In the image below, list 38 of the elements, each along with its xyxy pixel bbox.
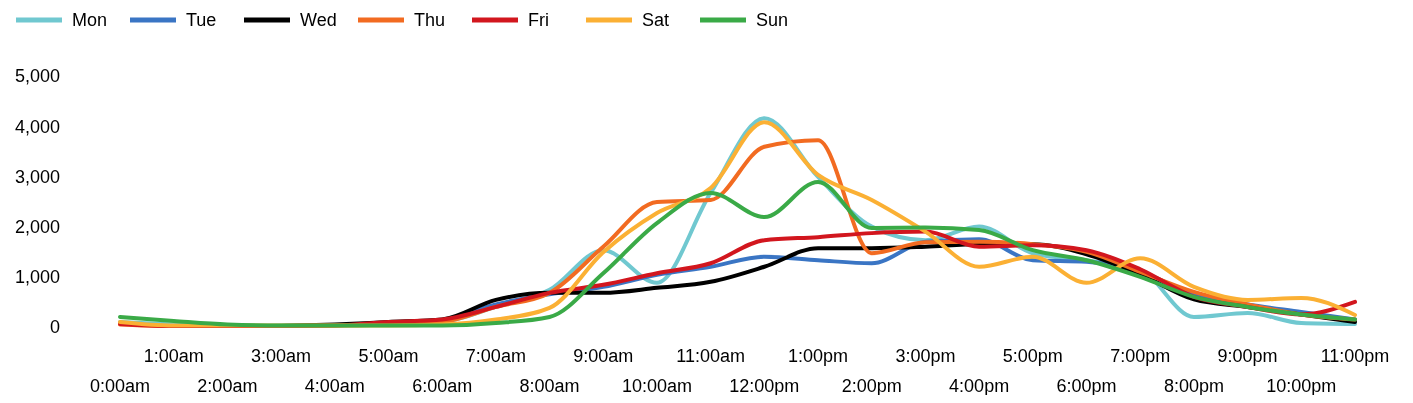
y-tick-label: 5,000 bbox=[14, 66, 60, 87]
x-tick-label: 5:00am bbox=[358, 346, 419, 366]
x-tick-label: 10:00pm bbox=[1266, 376, 1337, 396]
y-tick-label: 3,000 bbox=[14, 166, 60, 187]
x-tick-label: 6:00am bbox=[412, 376, 473, 396]
legend-label: Fri bbox=[528, 10, 549, 30]
x-tick-label: 11:00am bbox=[676, 346, 746, 366]
y-tick-label: 1,000 bbox=[14, 267, 60, 288]
x-tick-label: 8:00am bbox=[519, 376, 580, 396]
x-tick-label: 7:00am bbox=[465, 346, 526, 366]
x-tick-label: 2:00am bbox=[197, 376, 258, 396]
x-tick-label: 2:00pm bbox=[841, 376, 902, 396]
x-tick-label: 6:00pm bbox=[1056, 376, 1117, 396]
legend-label: Sun bbox=[756, 10, 789, 30]
y-tick-label: 2,000 bbox=[14, 216, 60, 237]
x-tick-label: 8:00pm bbox=[1163, 376, 1224, 396]
legend-label: Tue bbox=[186, 10, 217, 30]
x-tick-label: 5:00pm bbox=[1002, 346, 1063, 366]
y-tick-label: 4,000 bbox=[14, 116, 60, 137]
x-tick-label: 11:00pm bbox=[1320, 346, 1390, 366]
x-tick-label: 12:00pm bbox=[729, 376, 800, 396]
legend-label: Sat bbox=[642, 10, 670, 30]
x-tick-label: 3:00pm bbox=[895, 346, 956, 366]
x-tick-label: 3:00am bbox=[251, 346, 312, 366]
line-series bbox=[118, 179, 1357, 328]
y-tick-label: 0 bbox=[49, 317, 60, 338]
x-tick-label: 1:00pm bbox=[788, 346, 849, 366]
x-tick-label: 4:00am bbox=[304, 376, 365, 396]
x-tick-label: 7:00pm bbox=[1110, 346, 1171, 366]
x-tick-label: 9:00am bbox=[573, 346, 634, 366]
legend-label: Thu bbox=[414, 10, 446, 30]
x-tick-label: 0:00am bbox=[89, 376, 151, 396]
x-tick-label: 10:00am bbox=[621, 376, 692, 396]
x-tick-label: 9:00pm bbox=[1217, 346, 1278, 366]
x-tick-label: 1:00am bbox=[143, 346, 204, 366]
legend-label: Mon bbox=[72, 10, 108, 30]
legend-label: Wed bbox=[300, 10, 337, 30]
x-tick-label: 4:00pm bbox=[949, 376, 1010, 396]
